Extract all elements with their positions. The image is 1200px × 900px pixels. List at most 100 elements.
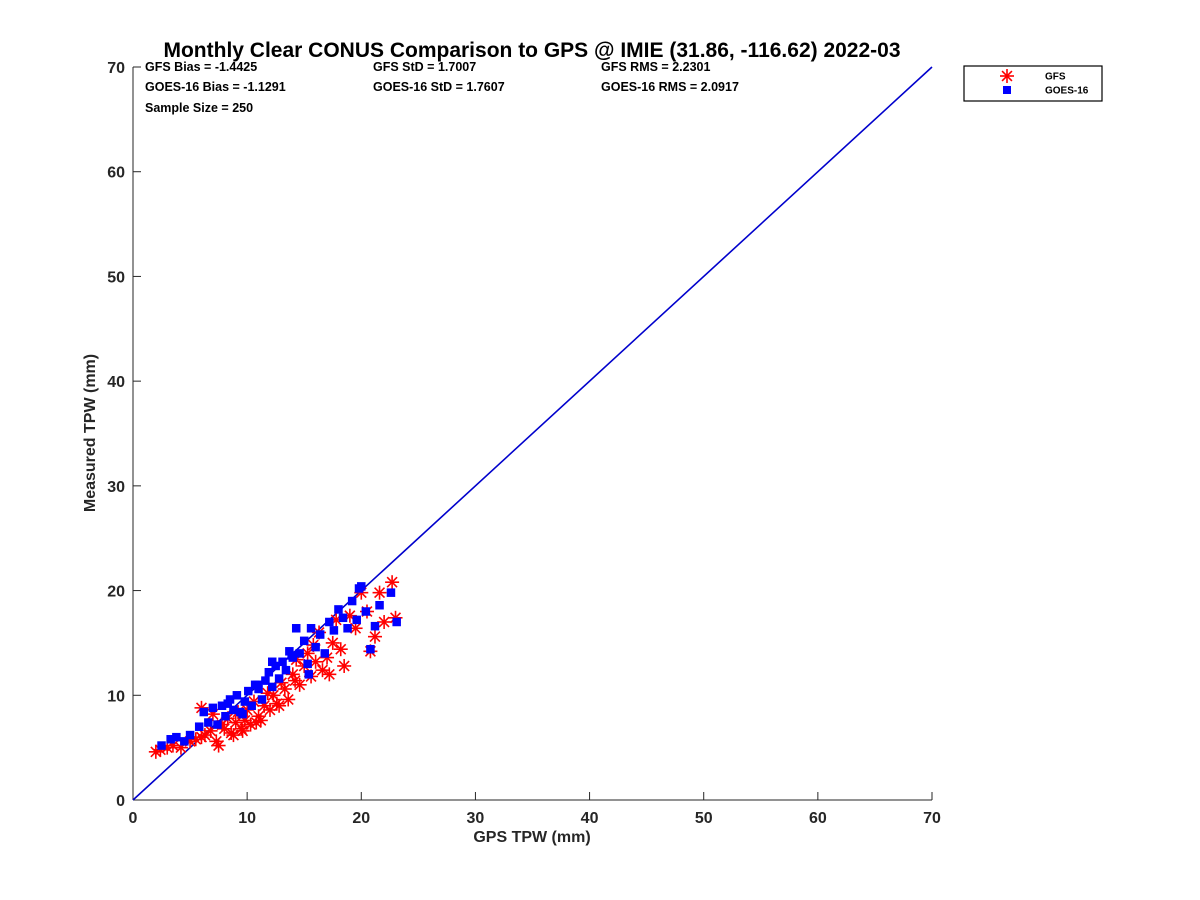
goes16-point	[325, 617, 334, 627]
asterisk-stroke	[316, 664, 328, 676]
goes16-point	[329, 626, 339, 635]
goes16-point	[244, 686, 253, 696]
asterisk-stroke	[190, 733, 202, 745]
asterisk-stroke	[310, 656, 322, 668]
x-tick-label: 50	[695, 810, 713, 827]
goes16-point	[287, 651, 296, 660]
asterisk-stroke	[210, 735, 222, 747]
goes16-point	[221, 711, 230, 721]
goes16-point	[375, 600, 384, 610]
asterisk-stroke	[282, 693, 294, 705]
goes16-point	[320, 649, 330, 658]
gfs-point	[253, 713, 268, 728]
goes16-point	[166, 735, 175, 744]
asterisk-stroke	[327, 637, 339, 649]
asterisk-stroke	[237, 725, 249, 737]
asterisk-stroke	[161, 742, 173, 754]
goes16-point	[291, 624, 301, 633]
gfs-point	[249, 715, 264, 730]
gfs-point	[277, 682, 292, 697]
asterisk-stroke	[386, 576, 398, 588]
legend-box	[963, 65, 1103, 102]
asterisk-stroke	[302, 647, 314, 659]
goes16-point	[238, 709, 247, 719]
goes16-point	[366, 644, 375, 654]
x-tick-label: 70	[923, 810, 941, 827]
goes16-point	[311, 642, 320, 652]
x-tick-label: 0	[129, 810, 138, 827]
asterisk-stroke	[289, 675, 301, 687]
goes16-point	[295, 649, 304, 658]
gfs-point	[372, 585, 387, 600]
asterisk-stroke	[279, 683, 291, 695]
goes16-point	[257, 695, 267, 704]
stat-text: GOES-16 RMS = 2.0917	[601, 80, 739, 94]
asterisk-stroke	[350, 622, 362, 634]
goes16-point	[361, 607, 371, 616]
asterisk-stroke	[369, 631, 381, 643]
goes16-point	[306, 624, 316, 633]
gfs-point	[194, 730, 209, 745]
goes16-point	[354, 584, 364, 593]
goes16-point	[264, 667, 274, 677]
y-tick-label: 60	[107, 165, 125, 182]
goes16-point	[157, 741, 166, 750]
y-tick-label: 50	[107, 269, 125, 286]
asterisk-stroke	[227, 729, 239, 741]
goes16-point	[334, 605, 343, 614]
stat-text: GOES-16 Bias = -1.1291	[145, 80, 286, 94]
stat-text: Sample Size = 250	[145, 101, 253, 115]
asterisk-stroke	[335, 643, 347, 655]
y-tick-label: 0	[116, 793, 125, 810]
goes16-point	[232, 691, 242, 700]
goes16-point	[172, 732, 181, 742]
legend-gfs-marker	[1000, 69, 1014, 83]
x-ticks: 0 10 20 30 40 50 60 70	[129, 792, 941, 827]
goes16-point	[347, 596, 357, 606]
goes16-point	[208, 703, 218, 713]
goes16-point	[278, 657, 287, 667]
goes16-point	[194, 722, 204, 731]
gfs-point	[333, 642, 348, 657]
goes16-point	[386, 588, 396, 597]
asterisk-stroke	[213, 740, 225, 752]
asterisk-stroke	[167, 740, 179, 752]
goes16-point	[199, 707, 209, 717]
goes16-point	[304, 670, 314, 679]
goes16-point	[185, 730, 195, 740]
y-tick-label: 30	[107, 479, 125, 496]
legend-label: GOES-16	[1045, 86, 1089, 97]
goes16-point	[217, 701, 227, 711]
x-tick-label: 30	[467, 810, 485, 827]
gfs-point	[325, 635, 340, 650]
asterisk-stroke	[258, 700, 270, 712]
stats-block: GFS Bias = -1.4425 GFS StD = 1.7007 GFS RM…	[145, 60, 739, 115]
gfs-point	[288, 673, 303, 688]
goes16-point	[274, 674, 284, 683]
gfs-point	[367, 629, 382, 644]
asterisk-stroke	[195, 731, 208, 743]
asterisk-stroke	[253, 710, 265, 722]
gfs-point	[281, 692, 296, 707]
x-tick-label: 60	[809, 810, 827, 827]
gfs-point	[385, 575, 400, 590]
goes16-point	[261, 676, 270, 685]
asterisk-stroke	[218, 723, 230, 735]
goes16-point	[392, 617, 401, 627]
goes16-point	[253, 680, 262, 690]
asterisk-stroke	[267, 689, 279, 701]
asterisk-stroke	[323, 668, 335, 680]
legend-goes16-marker	[1003, 86, 1011, 94]
chart-title: Monthly Clear CONUS Comparison to GPS @ …	[163, 39, 900, 62]
gfs-point	[315, 663, 330, 678]
asterisk-stroke	[287, 668, 299, 680]
goes16-point	[213, 720, 222, 729]
gfs-point	[209, 734, 224, 749]
y-tick-label: 20	[107, 584, 125, 601]
goes16-point	[180, 737, 189, 746]
goes16-point	[352, 615, 361, 625]
x-tick-label: 40	[581, 810, 599, 827]
stat-text: GFS StD = 1.7007	[373, 60, 476, 74]
gfs-point	[377, 614, 392, 629]
